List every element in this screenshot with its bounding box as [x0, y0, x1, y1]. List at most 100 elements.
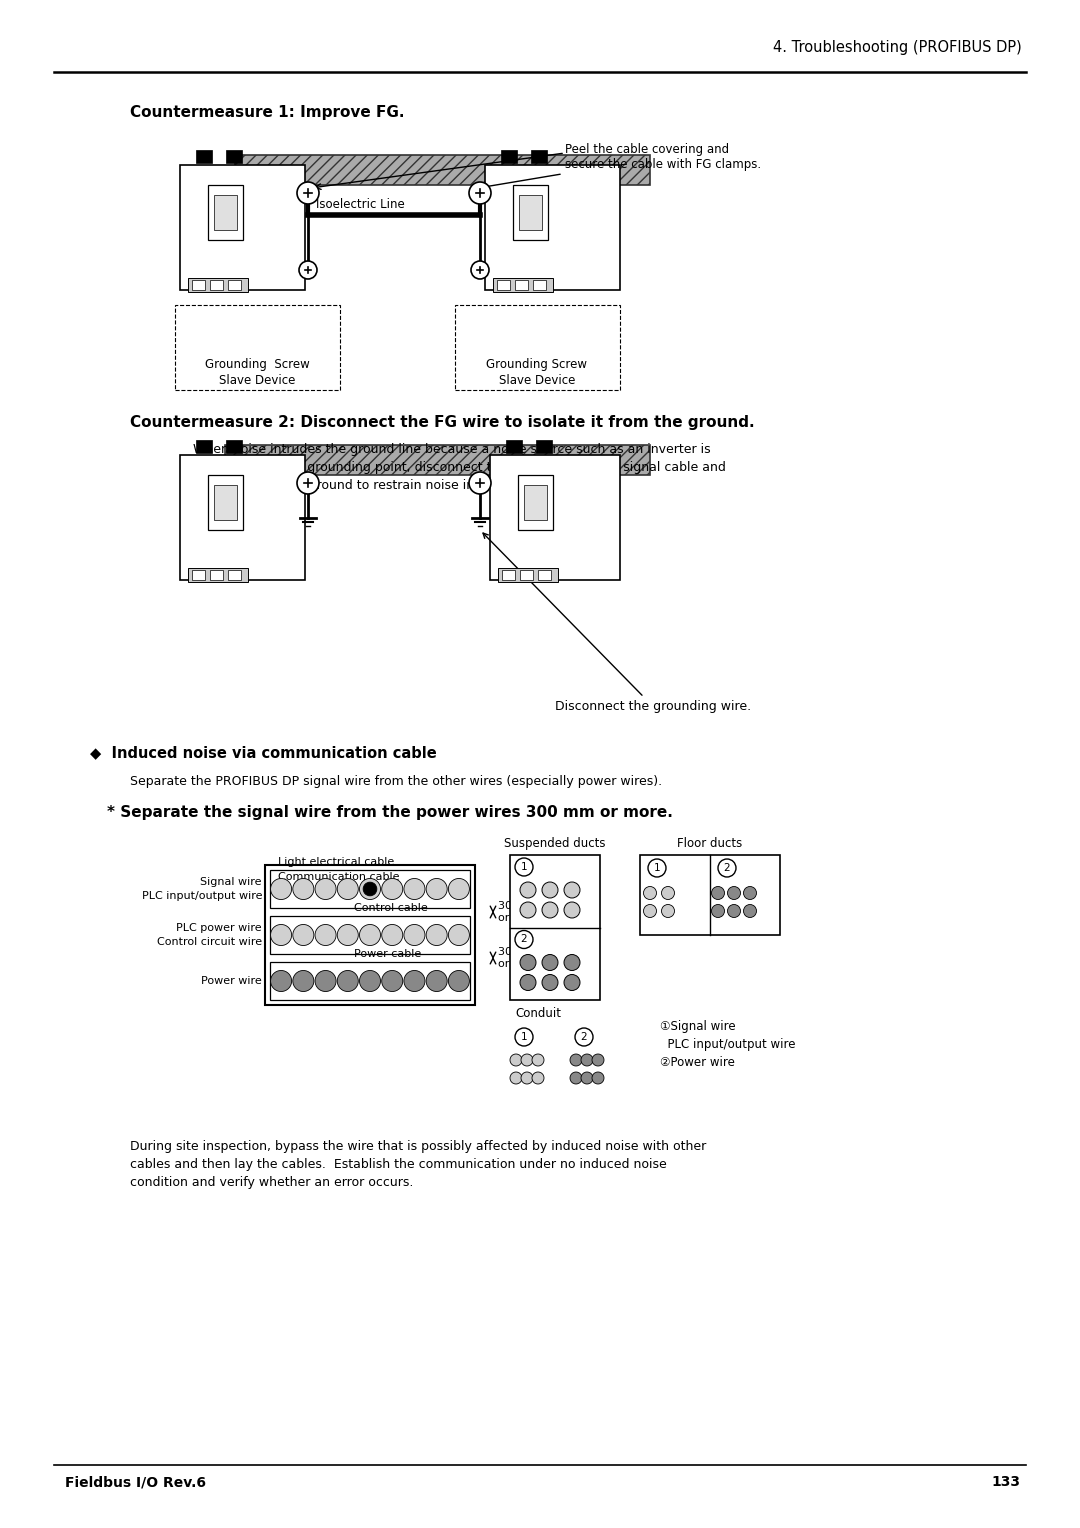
- Bar: [210, 570, 222, 581]
- Circle shape: [515, 931, 534, 949]
- Circle shape: [519, 882, 536, 898]
- Text: Signal wire
PLC input/output wire: Signal wire PLC input/output wire: [141, 877, 262, 900]
- Text: 1: 1: [653, 863, 660, 872]
- Bar: [265, 865, 475, 1005]
- Circle shape: [521, 1054, 534, 1067]
- Circle shape: [564, 955, 580, 970]
- Text: Power wire: Power wire: [201, 976, 262, 986]
- Circle shape: [271, 970, 292, 992]
- Circle shape: [515, 859, 534, 876]
- Bar: [188, 568, 248, 582]
- Bar: [180, 165, 305, 290]
- Bar: [507, 440, 522, 452]
- Text: Suspended ducts: Suspended ducts: [504, 837, 606, 850]
- Circle shape: [581, 1073, 593, 1083]
- Text: Disconnect the grounding wire.: Disconnect the grounding wire.: [483, 533, 751, 714]
- Circle shape: [404, 879, 424, 900]
- Bar: [226, 150, 242, 163]
- Circle shape: [271, 924, 292, 946]
- Text: 133: 133: [991, 1475, 1020, 1488]
- Circle shape: [404, 924, 424, 946]
- Text: * Separate the signal wire from the power wires 300 mm or more.: * Separate the signal wire from the powe…: [107, 805, 673, 821]
- Bar: [538, 570, 551, 581]
- Bar: [513, 185, 548, 240]
- Bar: [510, 856, 600, 999]
- Bar: [502, 570, 515, 581]
- Circle shape: [293, 970, 314, 992]
- Text: ◆  Induced noise via communication cable: ◆ Induced noise via communication cable: [90, 746, 436, 759]
- Text: Floor ducts: Floor ducts: [677, 837, 743, 850]
- Bar: [270, 915, 470, 953]
- Circle shape: [427, 924, 447, 946]
- Bar: [519, 196, 542, 231]
- Circle shape: [510, 1054, 522, 1067]
- Text: 300 mm
or more: 300 mm or more: [498, 947, 544, 969]
- Circle shape: [471, 261, 489, 280]
- Circle shape: [542, 975, 558, 990]
- Text: Grounding  Screw: Grounding Screw: [204, 358, 309, 371]
- Circle shape: [564, 902, 580, 918]
- Circle shape: [743, 905, 756, 917]
- Circle shape: [542, 902, 558, 918]
- Circle shape: [297, 182, 319, 205]
- Circle shape: [427, 879, 447, 900]
- Bar: [208, 185, 243, 240]
- Text: Grounding Screw: Grounding Screw: [486, 358, 588, 371]
- Bar: [228, 280, 241, 290]
- Circle shape: [293, 879, 314, 900]
- Circle shape: [271, 879, 292, 900]
- Circle shape: [532, 1054, 544, 1067]
- Circle shape: [469, 472, 491, 494]
- Circle shape: [381, 970, 403, 992]
- Text: Peel the cable covering and
secure the cable with FG clamps.: Peel the cable covering and secure the c…: [483, 144, 761, 189]
- Bar: [228, 570, 241, 581]
- Bar: [536, 440, 552, 452]
- Text: ①Signal wire
  PLC input/output wire
②Power wire: ①Signal wire PLC input/output wire ②Powe…: [660, 1021, 796, 1070]
- Bar: [175, 306, 340, 390]
- Bar: [497, 280, 510, 290]
- Bar: [524, 484, 546, 520]
- Bar: [226, 440, 242, 452]
- Bar: [515, 280, 528, 290]
- Text: 1: 1: [521, 1031, 527, 1042]
- Text: Isoelectric Line: Isoelectric Line: [316, 199, 405, 211]
- Circle shape: [542, 882, 558, 898]
- Bar: [214, 196, 237, 231]
- Circle shape: [337, 879, 359, 900]
- Bar: [270, 963, 470, 999]
- Circle shape: [299, 261, 318, 280]
- Bar: [640, 856, 780, 935]
- Circle shape: [592, 1054, 604, 1067]
- Bar: [531, 150, 546, 163]
- Circle shape: [521, 1073, 534, 1083]
- Text: Fieldbus I/O Rev.6: Fieldbus I/O Rev.6: [65, 1475, 206, 1488]
- Circle shape: [519, 975, 536, 990]
- Bar: [498, 568, 558, 582]
- Bar: [490, 455, 620, 581]
- Bar: [180, 455, 305, 581]
- Circle shape: [743, 886, 756, 900]
- Circle shape: [510, 1073, 522, 1083]
- Bar: [195, 440, 212, 452]
- Text: 2: 2: [724, 863, 730, 872]
- Circle shape: [448, 970, 470, 992]
- Text: Countermeasure 1: Improve FG.: Countermeasure 1: Improve FG.: [130, 105, 405, 121]
- Circle shape: [712, 886, 725, 900]
- Text: 4. Troubleshooting (PROFIBUS DP): 4. Troubleshooting (PROFIBUS DP): [773, 40, 1022, 55]
- Text: 300 mm
or more: 300 mm or more: [498, 902, 544, 923]
- Text: Conduit: Conduit: [515, 1007, 561, 1021]
- Circle shape: [448, 879, 470, 900]
- Circle shape: [575, 1028, 593, 1047]
- Bar: [518, 475, 553, 530]
- Circle shape: [297, 472, 319, 494]
- Bar: [492, 278, 553, 292]
- Text: 1: 1: [521, 862, 527, 872]
- Circle shape: [519, 955, 536, 970]
- Circle shape: [592, 1073, 604, 1083]
- Circle shape: [728, 886, 741, 900]
- Bar: [501, 150, 517, 163]
- Bar: [225, 445, 650, 475]
- Text: Countermeasure 2: Disconnect the FG wire to isolate it from the ground.: Countermeasure 2: Disconnect the FG wire…: [130, 416, 755, 429]
- Circle shape: [404, 970, 424, 992]
- Circle shape: [360, 879, 380, 900]
